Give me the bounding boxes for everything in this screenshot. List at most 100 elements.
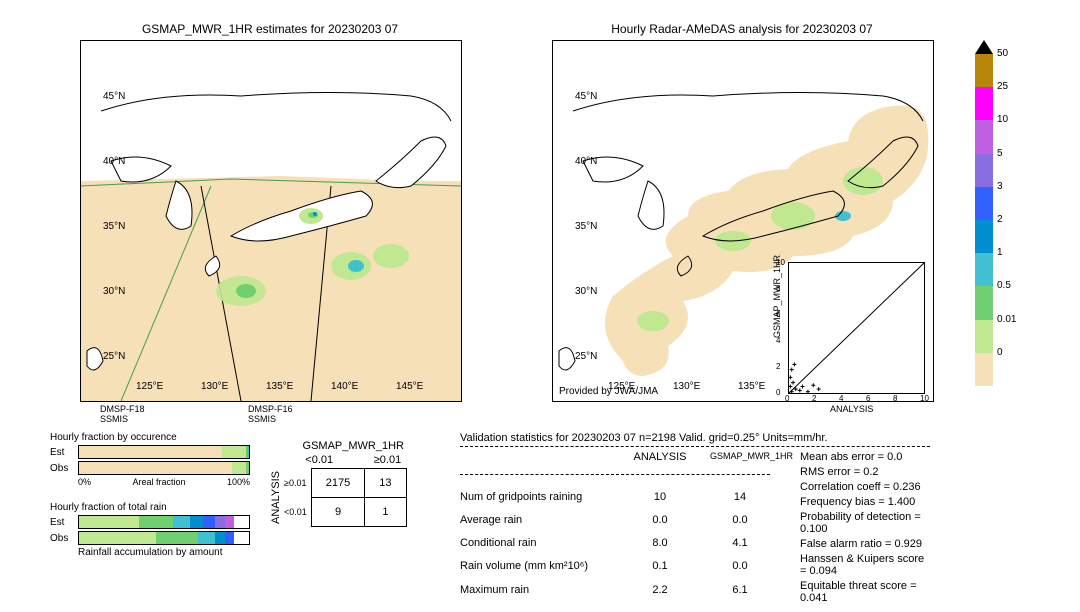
scatter-xtick: 2 bbox=[812, 394, 816, 403]
right-map-title: Hourly Radar-AMeDAS analysis for 2023020… bbox=[552, 22, 932, 36]
frac-segment bbox=[232, 462, 246, 474]
frac-segment bbox=[156, 532, 199, 544]
sat-label-0: DMSP-F18 SSMIS bbox=[100, 404, 145, 424]
stat-label: Num of gridpoints raining bbox=[460, 491, 610, 511]
scatter-xtick: 10 bbox=[920, 394, 929, 403]
scatter-xtick: 6 bbox=[866, 394, 870, 403]
colorbar-segment bbox=[975, 87, 993, 120]
colorbar-segment bbox=[975, 54, 993, 87]
ytick: 40°N bbox=[103, 156, 125, 167]
ytick: 35°N bbox=[575, 221, 597, 232]
provided-label: Provided by JWA/JMA bbox=[559, 386, 658, 397]
colorbar-tick: 5 bbox=[997, 148, 1003, 159]
scatter-ytick: 2 bbox=[776, 362, 780, 371]
frac-segment bbox=[203, 516, 215, 528]
stat-val: 4.1 bbox=[710, 537, 770, 557]
scatter-svg bbox=[789, 263, 924, 393]
stat-val: 0.0 bbox=[630, 514, 690, 534]
colorbar-tick: 1 bbox=[997, 247, 1003, 258]
xtick: 125°E bbox=[136, 381, 163, 392]
left-map-title: GSMAP_MWR_1HR estimates for 20230203 07 bbox=[80, 22, 460, 36]
sat-sensor: SSMIS bbox=[248, 414, 293, 424]
ytick: 45°N bbox=[575, 91, 597, 102]
colorbar-tick: 50 bbox=[997, 48, 1008, 59]
score-row: Hanssen & Kuipers score = 0.094 bbox=[800, 553, 930, 577]
frac-segment bbox=[225, 532, 234, 544]
validation-stats: Validation statistics for 20230203 07 n=… bbox=[460, 432, 930, 604]
frac-segment bbox=[215, 516, 225, 528]
ytick: 25°N bbox=[575, 351, 597, 362]
cb-top-tri bbox=[975, 40, 993, 54]
colorbar-tick: 10 bbox=[997, 114, 1008, 125]
frac-segment bbox=[246, 462, 249, 474]
scatter-xlabel: ANALYSIS bbox=[830, 404, 873, 414]
contingency-row-header: ANALYSIS bbox=[270, 468, 282, 527]
axis-label: Areal fraction bbox=[132, 477, 185, 487]
xtick: 130°E bbox=[673, 381, 700, 392]
scatter-panel bbox=[788, 262, 925, 394]
frac-bar-obs bbox=[78, 461, 250, 475]
ytick: 30°N bbox=[575, 286, 597, 297]
frac-segment bbox=[79, 462, 232, 474]
left-map-svg bbox=[81, 41, 461, 401]
scatter-ytick: 4 bbox=[776, 336, 780, 345]
stat-label: Conditional rain bbox=[460, 537, 610, 557]
frac-title: Hourly fraction of total rain bbox=[50, 502, 250, 513]
score-row: Mean abs error = 0.0 bbox=[800, 451, 930, 463]
ytick: 25°N bbox=[103, 351, 125, 362]
colorbar-segment bbox=[975, 220, 993, 253]
scatter-ytick: 0 bbox=[776, 388, 780, 397]
scatter-xtick: 0 bbox=[785, 394, 789, 403]
frac-last-label: Rainfall accumulation by amount bbox=[78, 547, 250, 558]
dashline bbox=[460, 446, 930, 447]
xtick: 135°E bbox=[738, 381, 765, 392]
frac-segment bbox=[79, 532, 156, 544]
frac-row-label: Obs bbox=[50, 533, 78, 544]
frac-segment bbox=[190, 516, 204, 528]
frac-segment bbox=[247, 446, 249, 458]
ytick: 45°N bbox=[103, 91, 125, 102]
sat-name: DMSP-F18 bbox=[100, 404, 145, 414]
colorbar-segment bbox=[975, 320, 993, 353]
sat-label-1: DMSP-F16 SSMIS bbox=[248, 404, 293, 424]
frac-row-label: Est bbox=[50, 447, 78, 458]
frac-segment bbox=[173, 516, 190, 528]
col-head: ANALYSIS bbox=[630, 451, 690, 471]
score-row: Equitable threat score = 0.041 bbox=[800, 580, 930, 604]
colorbar-segment bbox=[975, 187, 993, 220]
sat-sensor: SSMIS bbox=[100, 414, 145, 424]
frac-segment bbox=[198, 532, 215, 544]
col-label: ≥0.01 bbox=[374, 454, 401, 466]
frac-segment bbox=[234, 532, 249, 544]
score-row: Probability of detection = 0.100 bbox=[800, 511, 930, 535]
xtick: 140°E bbox=[331, 381, 358, 392]
frac-row-label: Est bbox=[50, 517, 78, 528]
stat-val: 6.1 bbox=[710, 584, 770, 604]
axis-label: 100% bbox=[227, 477, 250, 487]
stat-val: 0.0 bbox=[710, 514, 770, 534]
ytick: 35°N bbox=[103, 221, 125, 232]
cell: 1 bbox=[365, 498, 406, 527]
stat-label: Average rain bbox=[460, 514, 610, 534]
frac-bar-est bbox=[78, 445, 250, 459]
frac-segment bbox=[222, 446, 246, 458]
colorbar-segment bbox=[975, 120, 993, 153]
stat-label: Maximum rain bbox=[460, 584, 610, 604]
stats-title: Validation statistics for 20230203 07 n=… bbox=[460, 432, 930, 444]
cell: 9 bbox=[311, 498, 364, 527]
colorbar-tick: 0.5 bbox=[997, 280, 1011, 291]
axis-label: 0% bbox=[78, 477, 91, 487]
stat-val: 0.0 bbox=[710, 560, 770, 580]
cb-bot-tri bbox=[975, 386, 993, 400]
scatter-xtick: 4 bbox=[839, 394, 843, 403]
colorbar-segment bbox=[975, 154, 993, 187]
stat-val: 14 bbox=[710, 491, 770, 511]
left-map-panel: 45°N 40°N 35°N 30°N 25°N 125°E 130°E 135… bbox=[80, 40, 462, 402]
frac-totalrain: Hourly fraction of total rain Est Obs Ra… bbox=[50, 502, 250, 560]
score-row: False alarm ratio = 0.929 bbox=[800, 538, 930, 550]
colorbar-segment bbox=[975, 253, 993, 286]
ytick: 30°N bbox=[103, 286, 125, 297]
frac-segment bbox=[234, 516, 249, 528]
score-row: RMS error = 0.2 bbox=[800, 466, 930, 478]
frac-row-label: Obs bbox=[50, 463, 78, 474]
